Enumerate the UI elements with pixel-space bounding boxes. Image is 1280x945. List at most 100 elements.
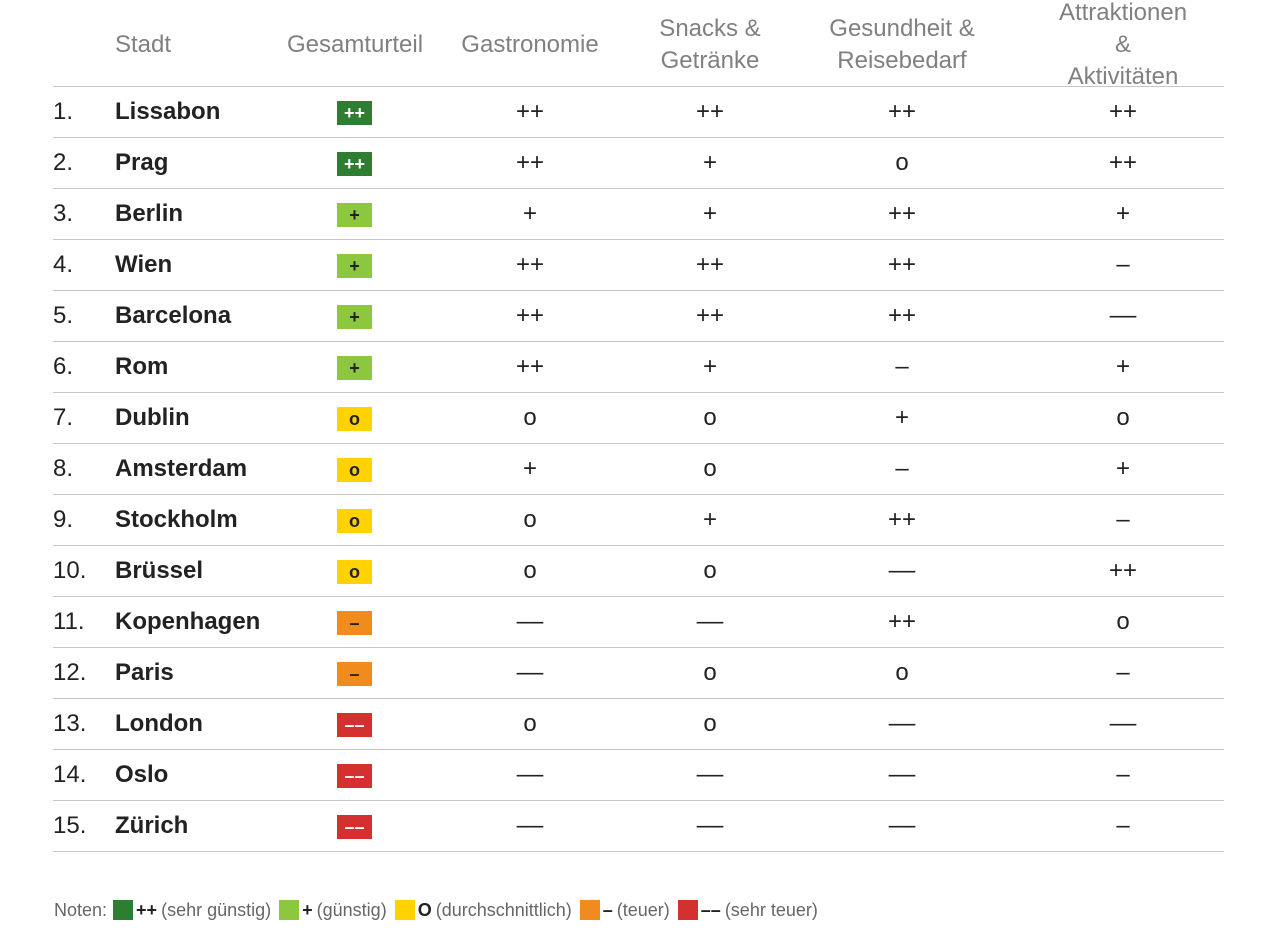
score-cell: – [1116, 761, 1130, 788]
score-cell: –– [516, 608, 544, 635]
city-cell: Paris [115, 659, 174, 686]
score-cell: o [703, 659, 717, 686]
city-cell: Prag [115, 149, 169, 176]
rank-cell: 7. [53, 404, 74, 431]
table-header: Stadt Gesamturteil Gastronomie Snacks & Get… [53, 0, 1224, 90]
score-cell: ++ [515, 302, 545, 329]
table-row: 11. Kopenhagen – –– –– ++ o [53, 597, 1224, 648]
score-cell: –– [516, 812, 544, 839]
score-cell: ++ [887, 98, 917, 125]
city-cell: Kopenhagen [115, 608, 261, 635]
score-cell: + [702, 200, 717, 227]
rank-cell: 4. [53, 251, 74, 278]
rank-cell: 15. [53, 812, 87, 839]
score-cell: ++ [515, 98, 545, 125]
legend-symbol: – [602, 899, 613, 920]
score-cell: ++ [887, 251, 917, 278]
score-cell: o [1116, 404, 1130, 431]
city-cell: Amsterdam [115, 455, 248, 482]
score-cell: o [895, 149, 909, 176]
score-cell: + [522, 200, 537, 227]
score-cell: –– [696, 761, 724, 788]
table-row: 4. Wien + ++ ++ ++ – [53, 240, 1224, 291]
table-body: 1. Lissabon ++ ++ ++ ++ ++ 2. Prag ++ ++ + o ++ 3. Berl… [53, 87, 1224, 852]
score-cell: ++ [515, 149, 545, 176]
rank-cell: 1. [53, 98, 74, 125]
table-row: 7. Dublin o o o + o [53, 393, 1224, 444]
table-row: 2. Prag ++ ++ + o ++ [53, 138, 1224, 189]
score-cell: –– [516, 761, 544, 788]
table-row: 6. Rom + ++ + – + [53, 342, 1224, 393]
ranking-table: Stadt Gesamturteil Gastronomie Snacks & Get… [53, 0, 1224, 852]
score-cell: o [523, 506, 537, 533]
legend-symbol: O [417, 899, 432, 920]
score-cell: –– [1109, 710, 1137, 737]
table-row: 1. Lissabon ++ ++ ++ ++ ++ [53, 87, 1224, 138]
table-row: 10. Brüssel o o o –– ++ [53, 546, 1224, 597]
city-cell: Zürich [115, 812, 189, 839]
table-row: 12. Paris – –– o o – [53, 648, 1224, 699]
table-row: 5. Barcelona + ++ ++ ++ –– [53, 291, 1224, 342]
rank-cell: 8. [53, 455, 74, 482]
score-cell: + [894, 404, 909, 431]
score-cell: –– [696, 608, 724, 635]
score-cell: + [1115, 353, 1130, 380]
table-row: 15. Zürich –– –– –– –– – [53, 801, 1224, 852]
score-cell: ++ [887, 608, 917, 635]
rank-cell: 9. [53, 506, 74, 533]
rank-cell: 10. [53, 557, 87, 584]
score-cell: – [895, 455, 909, 482]
column-header: Attraktionen & Aktivitäten [1058, 0, 1188, 90]
score-cell: ++ [1108, 149, 1138, 176]
legend-symbol: + [302, 899, 313, 920]
score-cell: ++ [515, 353, 545, 380]
column-header: Gastronomie [461, 31, 599, 58]
score-cell: ++ [1108, 98, 1138, 125]
score-cell: – [1116, 812, 1130, 839]
score-cell: ++ [695, 302, 725, 329]
score-cell: – [1116, 659, 1130, 686]
legend-text: (sehr teuer) [724, 899, 818, 920]
column-header: Gesundheit & Reisebedarf [829, 15, 975, 74]
score-cell: o [703, 455, 717, 482]
score-cell: o [523, 710, 537, 737]
score-cell: o [1116, 608, 1130, 635]
score-cell: o [703, 404, 717, 431]
table-row: 8. Amsterdam o + o – + [53, 444, 1224, 495]
score-cell: ++ [695, 98, 725, 125]
score-cell: + [522, 455, 537, 482]
city-cell: Berlin [115, 200, 184, 227]
score-cell: o [895, 659, 909, 686]
overall-rating-badge: –– [337, 764, 372, 788]
table-row: 3. Berlin + + + ++ + [53, 189, 1224, 240]
city-cell: Brüssel [115, 557, 204, 584]
score-cell: + [1115, 200, 1130, 227]
rank-cell: 6. [53, 353, 74, 380]
legend-swatch [394, 900, 415, 920]
overall-rating-badge: o [337, 458, 372, 482]
table-row: 9. Stockholm o o + ++ – [53, 495, 1224, 546]
legend-text: (sehr günstig) [161, 899, 272, 920]
city-cell: Lissabon [115, 98, 221, 125]
legend-label: Noten: [54, 899, 108, 920]
score-cell: + [702, 506, 717, 533]
overall-rating-badge: + [337, 305, 372, 329]
score-cell: o [523, 557, 537, 584]
score-cell: –– [696, 812, 724, 839]
rank-cell: 3. [53, 200, 74, 227]
score-cell: –– [888, 761, 916, 788]
legend-symbol: –– [700, 899, 721, 920]
legend-swatch [279, 900, 300, 920]
score-cell: – [1116, 506, 1130, 533]
score-cell: –– [888, 710, 916, 737]
score-cell: o [703, 710, 717, 737]
score-cell: ++ [887, 506, 917, 533]
city-cell: Oslo [115, 761, 169, 788]
legend-swatch [579, 900, 600, 920]
score-cell: ++ [887, 302, 917, 329]
overall-rating-badge: ++ [337, 101, 372, 125]
score-cell: –– [1109, 302, 1137, 329]
legend-text: (teuer) [616, 899, 670, 920]
score-cell: –– [516, 659, 544, 686]
score-cell: o [523, 404, 537, 431]
